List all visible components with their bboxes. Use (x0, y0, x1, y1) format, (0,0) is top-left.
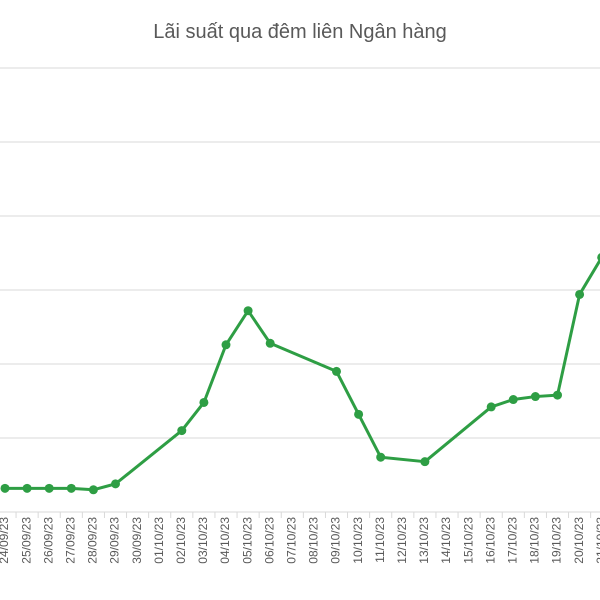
point (221, 340, 231, 350)
point (199, 397, 209, 407)
x-tick-label: 27/09/23 (63, 517, 77, 564)
x-tick-label: 26/09/23 (41, 517, 55, 564)
chart-title: Lãi suất qua đêm liên Ngân hàng (153, 21, 447, 43)
point (597, 253, 600, 262)
x-tick-label: 14/10/23 (439, 517, 453, 564)
x-tick-label: 12/10/23 (395, 517, 409, 564)
x-tick-label: 20/10/23 (572, 517, 586, 564)
x-tick-label: 18/10/23 (528, 517, 542, 564)
point (553, 390, 562, 400)
point (243, 306, 253, 316)
point (111, 479, 120, 489)
point (332, 366, 341, 376)
point (420, 457, 430, 467)
line (5, 257, 600, 492)
point (265, 338, 275, 348)
x-tick-label: 30/09/23 (130, 517, 144, 564)
x-tick-label: 11/10/23 (373, 517, 387, 563)
x-tick-label: 04/10/23 (218, 517, 232, 564)
x-tick-label: 15/10/23 (461, 517, 475, 564)
point (22, 483, 32, 493)
point (508, 395, 518, 405)
point (177, 426, 187, 436)
x-tick-label: 08/10/23 (307, 517, 321, 564)
point (0, 483, 10, 493)
x-tick-label: 25/09/23 (19, 517, 33, 564)
point (44, 483, 54, 493)
x-tick-label: 29/09/23 (108, 517, 122, 564)
x-tick-label: 19/10/23 (550, 517, 564, 564)
x-tick-label: 13/10/23 (417, 517, 431, 564)
x-tick-label: 01/10/23 (152, 517, 166, 564)
x-tick-label: 17/10/23 (505, 517, 519, 564)
point (486, 402, 496, 412)
point (530, 392, 540, 402)
x-tick-label: 02/10/23 (174, 517, 188, 564)
point (354, 409, 364, 419)
x-tick-label: 24/09/23 (0, 517, 11, 564)
x-tick-label: 06/10/23 (262, 517, 276, 564)
point (575, 289, 585, 299)
x-tick-label: 09/10/23 (329, 517, 343, 564)
x-tick-label: 03/10/23 (196, 517, 210, 564)
x-tick-label: 21/10/23 (594, 517, 600, 564)
x-tick-label: 05/10/23 (240, 517, 254, 564)
point (88, 485, 98, 495)
x-tick-label: 16/10/23 (483, 517, 497, 564)
point (376, 452, 386, 462)
x-tick-label: 07/10/23 (284, 517, 298, 564)
x-tick-label: 28/09/23 (86, 517, 100, 564)
x-tick-label: 10/10/23 (351, 517, 365, 564)
point (66, 483, 76, 493)
